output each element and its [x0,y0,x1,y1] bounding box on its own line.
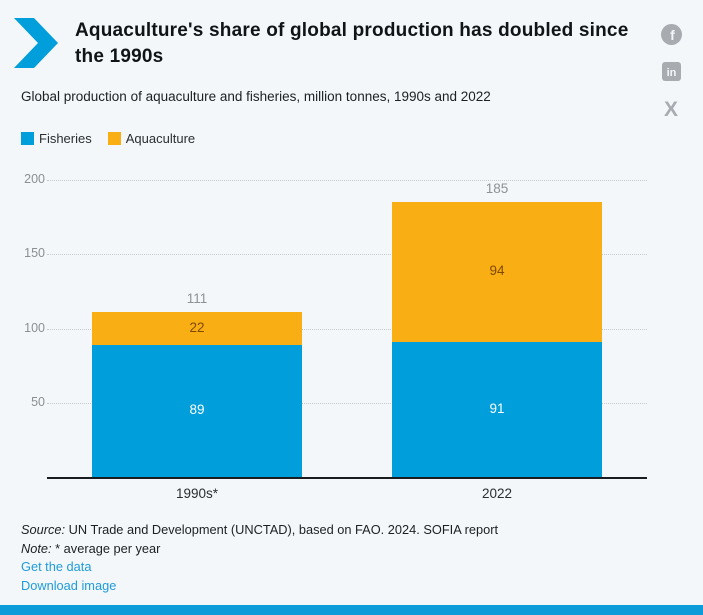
y-tick-50: 50 [31,394,45,409]
social-share-column: f in X [659,24,683,125]
value-label-aquaculture-1990s*: 22 [189,319,205,335]
download-image-link[interactable]: Download image [21,577,117,593]
legend: Fisheries Aquaculture [21,131,195,146]
chart-subtitle: Global production of aquaculture and fis… [21,89,491,104]
source-label: Source: [21,522,66,537]
facebook-share-icon[interactable]: f [660,24,682,50]
gridline-200 [47,180,647,181]
total-label-2022: 185 [485,181,509,196]
chart-title: Aquaculture's share of global production… [75,20,629,67]
svg-text:X: X [664,98,678,120]
fisheries-swatch [21,132,34,145]
legend-item-fisheries: Fisheries [21,131,92,146]
y-tick-150: 150 [24,246,45,261]
gridline-150 [47,254,647,256]
value-label-fisheries-2022: 91 [489,400,505,416]
chevron-arrow-logo [14,18,58,68]
value-label-aquaculture-2022: 94 [489,263,505,278]
y-tick-200: 200 [24,172,45,186]
bar-2022-aquaculture [392,202,602,342]
legend-item-aquaculture: Aquaculture [107,131,196,146]
aquaculture-swatch [107,132,121,145]
x-axis-label-2022: 2022 [481,486,513,501]
bottom-accent-bar [0,605,703,615]
source-text: UN Trade and Development (UNCTAD), based… [65,522,499,537]
value-label-fisheries-1990s*: 89 [189,402,205,417]
svg-text:f: f [670,27,675,43]
fisheries-legend-label: Fisheries [39,131,92,146]
note-line: Note: * average per year [21,540,498,559]
linkedin-share-icon[interactable]: in [661,62,681,86]
note-text: * average per year [51,540,161,556]
y-tick-100: 100 [24,320,45,335]
total-label-1990s*: 111 [186,291,208,306]
bar-1990s*-aquaculture [92,312,302,345]
footer: Source: UN Trade and Development (UNCTAD… [21,521,498,595]
gridline-50 [47,402,647,404]
x-twitter-share-icon[interactable]: X [660,98,682,125]
bar-2022-fisheries [392,342,602,477]
get-the-data-link[interactable]: Get the data [21,559,92,574]
x-axis-label-1990s*: 1990s* [175,486,219,501]
svg-text:in: in [666,67,676,79]
source-line: Source: UN Trade and Development (UNCTAD… [21,521,498,540]
bar-1990s*-fisheries [92,345,302,477]
aquaculture-legend-label: Aquaculture [125,131,196,146]
note-label: Note: [21,540,52,556]
gridline-100 [47,328,647,330]
x-axis-line [47,477,647,479]
